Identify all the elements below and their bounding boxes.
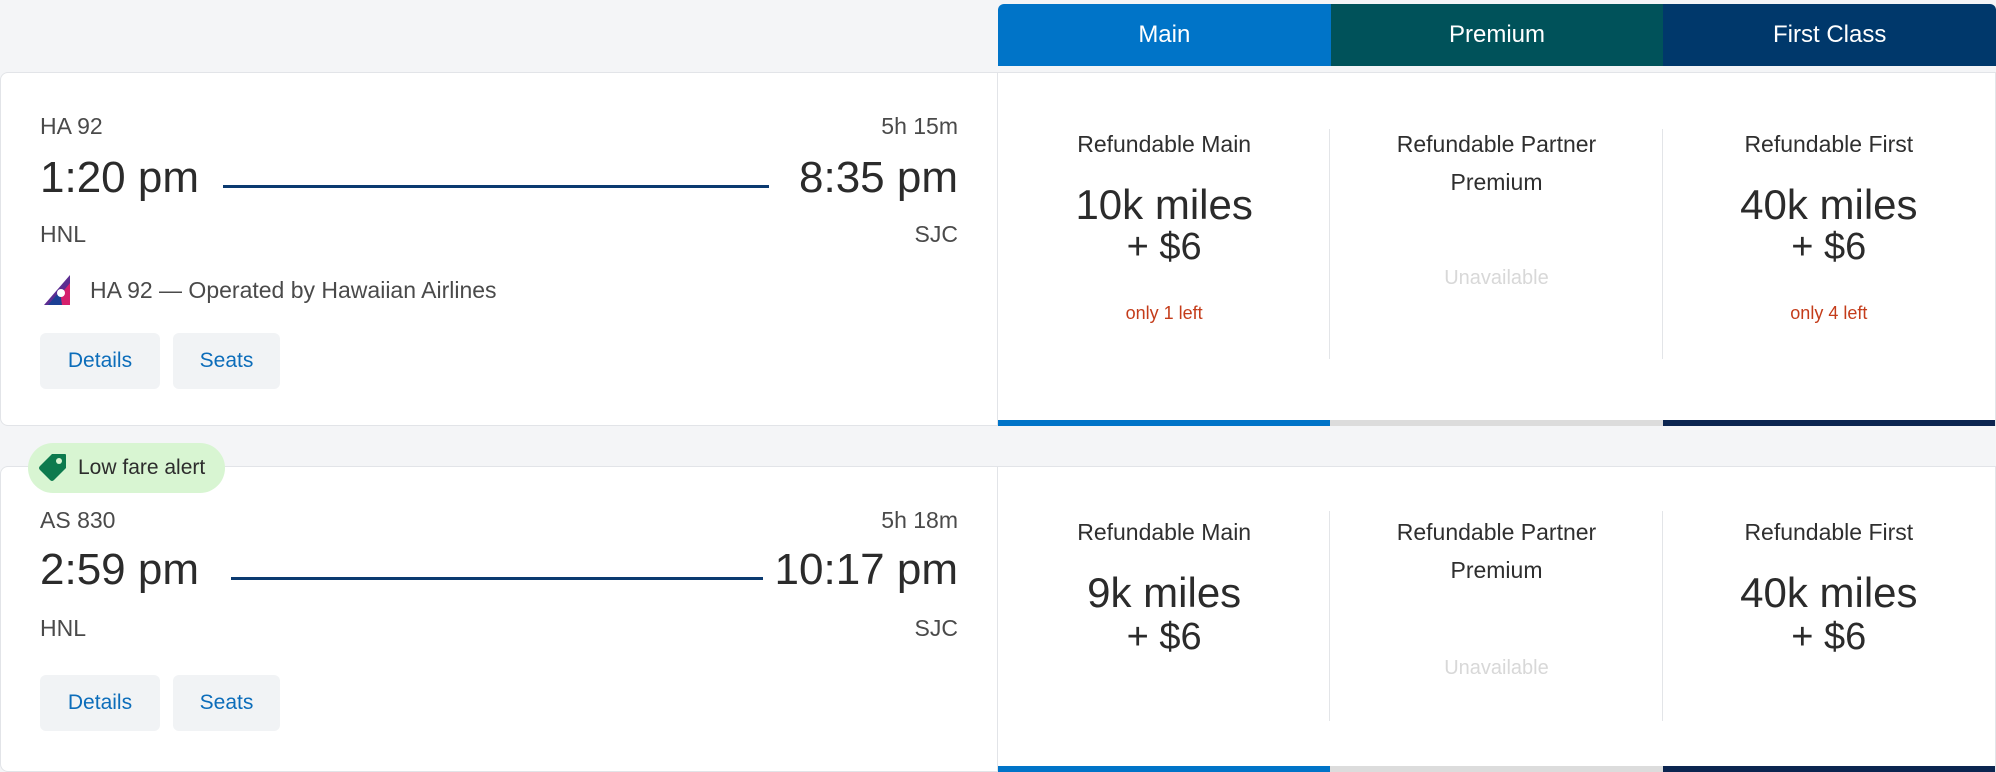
cabin-tab-main[interactable]: Main [998, 4, 1331, 66]
fare-unavailable: Unavailable [1444, 267, 1549, 289]
departure-time: 2:59 pm [40, 545, 199, 594]
seats-left-notice: only 1 left [1125, 303, 1203, 323]
price-tag-icon [39, 454, 66, 481]
flight-card: HA 92 5h 15m 1:20 pm 8:35 pm HNL SJC HA … [0, 72, 998, 426]
fare-cell-main[interactable]: Refundable Main 10k miles + $6 only 1 le… [998, 73, 1331, 426]
fare-cell-first[interactable]: Refundable First 40k miles + $6 [1662, 467, 1995, 772]
fare-bar-first [1662, 766, 1995, 772]
fare-divider [1329, 129, 1331, 359]
route-line [231, 577, 763, 580]
route-line [223, 185, 769, 188]
fare-fee: + $6 [1126, 616, 1202, 658]
origin-airport: HNL [40, 615, 87, 641]
fare-bar-main [998, 420, 1331, 426]
arrival-time: 10:17 pm [774, 545, 958, 594]
fare-fee: + $6 [1791, 616, 1867, 658]
fare-bar-first [1662, 420, 1995, 426]
fare-title: Refundable Partner Premium [1396, 131, 1597, 195]
low-fare-alert-badge: Low fare alert [28, 443, 226, 493]
fare-price: 40k miles [1740, 569, 1918, 616]
fare-options: Refundable Main 10k miles + $6 only 1 le… [998, 72, 1996, 426]
departure-time: 1:20 pm [40, 153, 199, 202]
origin-airport: HNL [40, 221, 87, 247]
fare-fee: + $6 [1126, 226, 1202, 268]
fare-title: Refundable First [1744, 519, 1914, 545]
operated-by-label: HA 92 — Operated by Hawaiian Airlines [90, 276, 497, 303]
seats-left-notice: only 4 left [1790, 303, 1868, 323]
badge-label: Low fare alert [78, 456, 206, 479]
fare-bar-main [998, 766, 1331, 772]
details-button[interactable]: Details [40, 333, 160, 389]
flight-row: AS 830 5h 18m 2:59 pm 10:17 pm HNL SJC D… [0, 466, 1996, 772]
operated-by: HA 92 — Operated by Hawaiian Airlines [40, 273, 497, 307]
fare-price: 40k miles [1740, 181, 1918, 228]
fare-cell-main[interactable]: Refundable Main 9k miles + $6 [998, 467, 1331, 772]
seats-button[interactable]: Seats [173, 333, 280, 389]
fare-divider [1661, 511, 1663, 721]
cabin-tabs: Main Premium First Class [998, 4, 1996, 66]
flight-duration: 5h 15m [881, 113, 958, 139]
fare-cell-premium: Refundable Partner Premium Unavailable [1330, 73, 1663, 426]
flight-card: AS 830 5h 18m 2:59 pm 10:17 pm HNL SJC D… [0, 466, 998, 772]
flight-row: HA 92 5h 15m 1:20 pm 8:35 pm HNL SJC HA … [0, 72, 1996, 426]
flight-duration: 5h 18m [881, 507, 958, 533]
fare-title: Refundable First [1744, 131, 1914, 157]
details-button[interactable]: Details [40, 675, 160, 731]
fare-divider [1661, 129, 1663, 359]
destination-airport: SJC [914, 221, 958, 247]
arrival-time: 8:35 pm [799, 153, 958, 202]
fare-cell-premium: Refundable Partner Premium Unavailable [1330, 467, 1663, 772]
fare-bar-premium [1330, 766, 1663, 772]
hawaiian-airlines-logo-icon [44, 275, 70, 305]
destination-airport: SJC [914, 615, 958, 641]
cabin-tab-first-class[interactable]: First Class [1663, 4, 1996, 66]
flight-number: AS 830 [40, 507, 116, 533]
fare-options: Refundable Main 9k miles + $6 Refundable… [998, 466, 1996, 772]
cabin-tab-premium[interactable]: Premium [1330, 4, 1664, 66]
fare-divider [1329, 511, 1331, 721]
fare-unavailable: Unavailable [1444, 657, 1549, 679]
fare-title: Refundable Main [1077, 131, 1252, 157]
fare-title: Refundable Main [1077, 519, 1252, 545]
fare-bar-premium [1330, 420, 1663, 426]
seats-button[interactable]: Seats [173, 675, 280, 731]
fare-fee: + $6 [1791, 226, 1867, 268]
flight-number: HA 92 [40, 113, 103, 139]
fare-title: Refundable Partner Premium [1396, 519, 1597, 583]
fare-cell-first[interactable]: Refundable First 40k miles + $6 only 4 l… [1662, 73, 1995, 426]
fare-price: 10k miles [1075, 181, 1253, 228]
fare-price: 9k miles [1087, 569, 1242, 616]
